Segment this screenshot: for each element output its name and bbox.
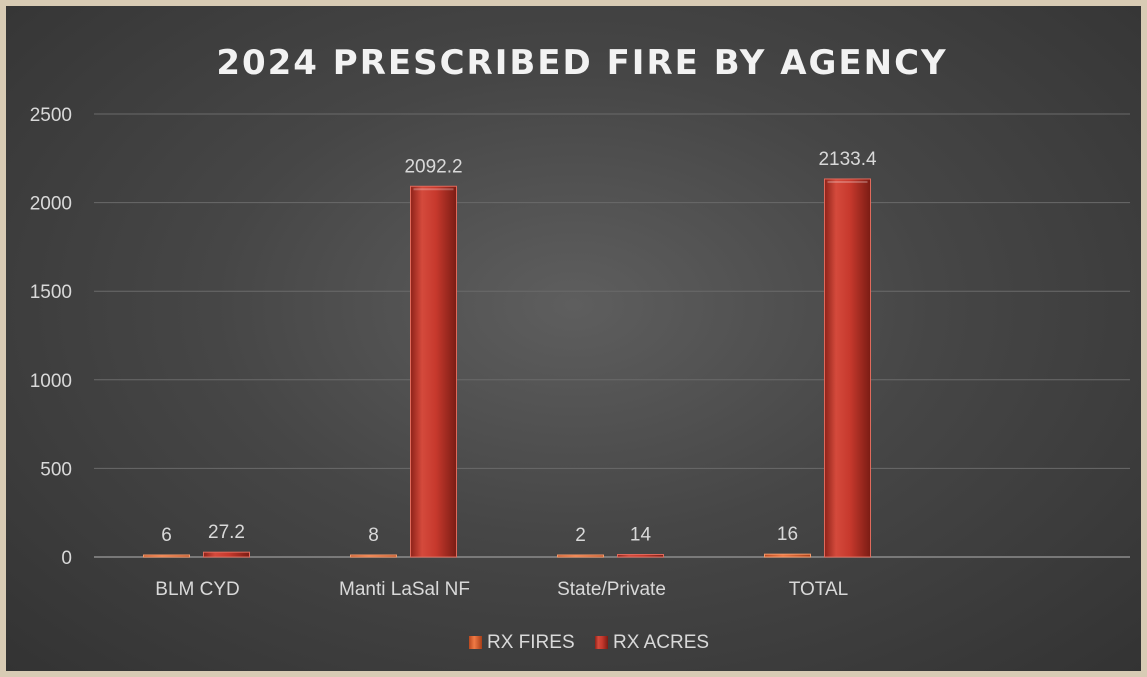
data-label: 2133.4 <box>818 149 877 170</box>
legend: RX FIRES RX ACRES <box>469 632 709 653</box>
category-label: BLM CYD <box>155 579 239 600</box>
bar-rx-fires <box>143 554 190 558</box>
bar-highlight <box>827 180 868 183</box>
data-label: 2092.2 <box>404 156 462 177</box>
bars <box>143 178 871 558</box>
bar-rx-acres <box>203 551 250 558</box>
bar-rx-acres <box>824 178 871 558</box>
data-label: 8 <box>368 525 379 546</box>
chart-frame: 2024 PRESCRIBED FIRE BY AGENCY 0 500 1000 1… <box>6 6 1141 671</box>
bar-rx-acres <box>617 554 664 558</box>
bar-chart: 2024 PRESCRIBED FIRE BY AGENCY 0 500 1000 1… <box>30 43 1130 653</box>
category-label: State/Private <box>557 579 666 600</box>
y-tick-label: 0 <box>61 548 72 569</box>
data-label: 16 <box>777 524 798 545</box>
data-labels: 6 27.2 8 2092.2 2 14 16 2133.4 <box>161 149 877 546</box>
data-label: 27.2 <box>208 522 245 543</box>
legend-label: RX FIRES <box>487 632 575 653</box>
legend-swatch <box>469 636 482 649</box>
bar-rx-fires <box>557 554 604 558</box>
bar-rx-fires <box>350 554 397 558</box>
data-label: 2 <box>575 525 586 546</box>
bar-rx-acres <box>410 185 457 558</box>
category-label: Manti LaSal NF <box>339 579 470 600</box>
y-tick-label: 2500 <box>30 105 72 126</box>
bar-rx-fires <box>764 553 811 558</box>
y-tick-label: 500 <box>40 459 72 480</box>
y-tick-label: 2000 <box>30 194 72 215</box>
bar-highlight <box>413 188 454 191</box>
data-label: 6 <box>161 525 172 546</box>
gridlines <box>94 113 1130 558</box>
legend-swatch <box>595 636 608 649</box>
category-label: TOTAL <box>789 579 848 600</box>
y-tick-label: 1500 <box>30 282 72 303</box>
y-axis-ticks: 0 500 1000 1500 2000 2500 <box>30 105 72 569</box>
data-label: 14 <box>630 525 652 546</box>
chart-title: 2024 PRESCRIBED FIRE BY AGENCY <box>216 43 947 83</box>
legend-label: RX ACRES <box>613 632 709 653</box>
category-labels: BLM CYD Manti LaSal NF State/Private TOTAL <box>155 579 848 600</box>
y-tick-label: 1000 <box>30 371 72 392</box>
